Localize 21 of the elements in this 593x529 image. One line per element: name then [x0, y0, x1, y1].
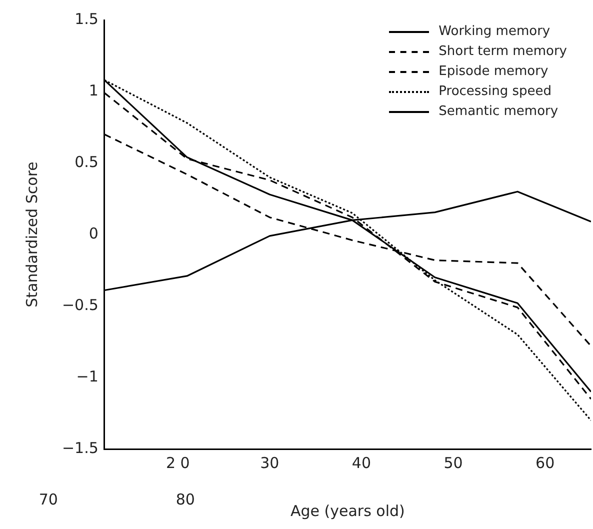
y-tick-label: −0.5	[62, 296, 98, 314]
x-tick-label: 50	[444, 454, 463, 472]
x-tick-label: 2 0	[166, 454, 190, 472]
text: 70	[38, 490, 58, 508]
legend-label: Short term memory	[438, 43, 567, 61]
legend-label: Processing speed	[438, 83, 552, 101]
x-tick-label: 40	[352, 454, 372, 472]
y-tick-label: −1	[76, 367, 98, 386]
text: 80	[176, 490, 195, 508]
y-tick-label: 0	[88, 224, 98, 242]
y-axis-title: Standardized Score	[22, 162, 41, 308]
y-tick-label: −1.5	[62, 438, 98, 457]
legend-label: Episode memory	[438, 63, 548, 81]
y-tick-label: 1.5	[74, 10, 98, 28]
y-tick-label: 1	[88, 81, 98, 100]
x-axis-title: Age (years old)	[290, 502, 405, 520]
legend-label: Working memory	[438, 23, 550, 41]
x-tick-label: 30	[260, 454, 280, 472]
x-tick-label: 60	[536, 454, 555, 472]
legend-label: Semantic memory	[438, 103, 558, 121]
y-tick-label: 0.5	[74, 152, 98, 171]
